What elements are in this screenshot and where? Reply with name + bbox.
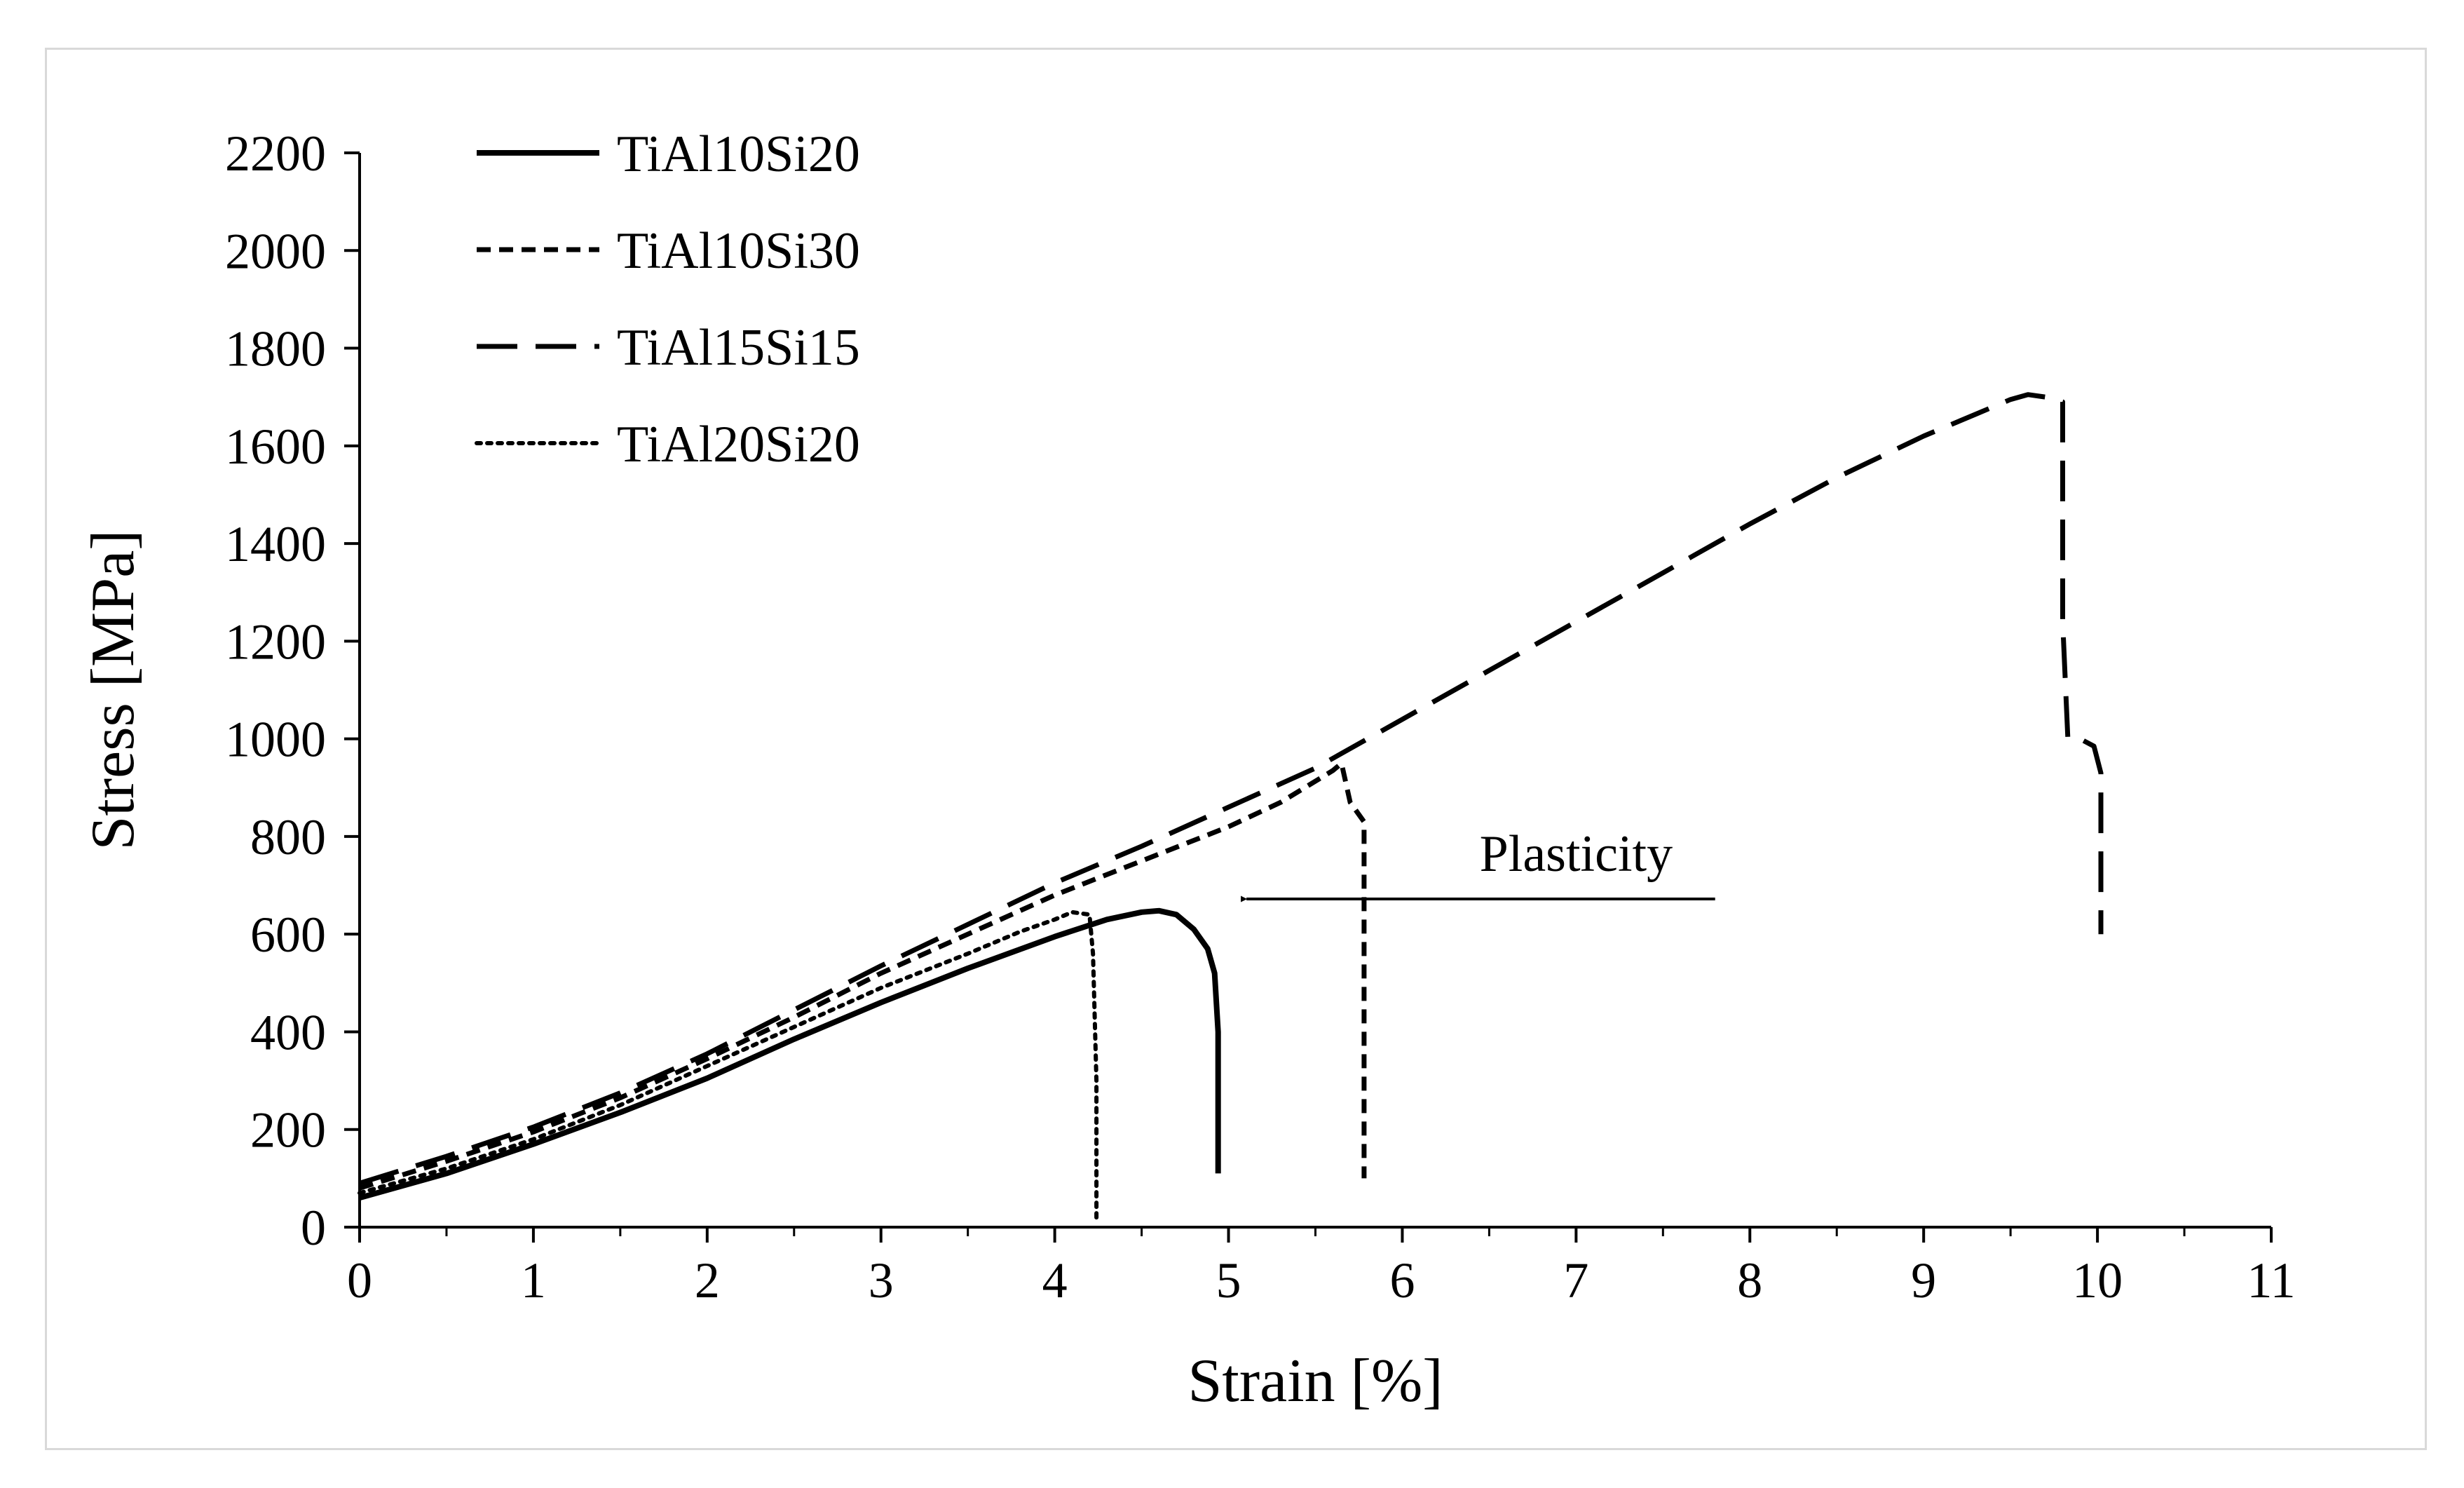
legend-label: TiAl10Si20 — [617, 126, 860, 183]
x-tick-label: 3 — [869, 1252, 894, 1308]
y-tick-label: 800 — [250, 809, 326, 865]
legend-label: TiAl15Si15 — [617, 319, 860, 377]
x-tick-label: 5 — [1216, 1252, 1241, 1308]
x-tick-label: 6 — [1389, 1252, 1415, 1308]
x-tick-label: 10 — [2072, 1252, 2123, 1308]
y-tick-label: 600 — [250, 907, 326, 963]
y-tick-label: 1600 — [225, 419, 326, 475]
x-tick-label: 7 — [1563, 1252, 1588, 1308]
x-tick-label: 4 — [1042, 1252, 1068, 1308]
y-tick-label: 1400 — [225, 516, 326, 572]
y-tick-label: 400 — [250, 1004, 326, 1060]
y-tick-label: 1800 — [225, 321, 326, 377]
series-line-tial20si20 — [358, 909, 1099, 1220]
y-tick-label: 1200 — [225, 614, 326, 670]
plasticity-annotation: Plasticity — [1480, 825, 1673, 883]
x-tick-label: 11 — [2247, 1252, 2295, 1308]
series-line-tial10si20 — [358, 907, 1221, 1201]
x-tick-label: 8 — [1737, 1252, 1762, 1308]
y-tick-label: 0 — [301, 1200, 326, 1256]
y-tick-label: 200 — [250, 1102, 326, 1158]
x-tick-label: 0 — [347, 1252, 372, 1308]
x-axis-title: Strain [%] — [1187, 1347, 1443, 1415]
y-axis-title: Stress [MPa] — [79, 529, 147, 850]
y-tick-label: 1000 — [225, 712, 326, 768]
figure-frame — [45, 48, 2427, 1450]
x-tick-label: 9 — [1911, 1252, 1936, 1308]
series-line-tial15si15 — [358, 392, 2104, 1186]
x-tick-label: 1 — [521, 1252, 546, 1308]
legend: TiAl10Si20 TiAl10Si30 TiAl15Si15 TiAl20Si20 — [475, 126, 860, 473]
y-tick-label: 2000 — [225, 223, 326, 279]
y-tick-label: 2200 — [225, 126, 326, 182]
legend-label: TiAl20Si20 — [617, 416, 860, 473]
x-tick-label: 2 — [695, 1252, 720, 1308]
legend-label: TiAl10Si30 — [617, 222, 860, 280]
series-line-tial10si30 — [358, 761, 1367, 1191]
